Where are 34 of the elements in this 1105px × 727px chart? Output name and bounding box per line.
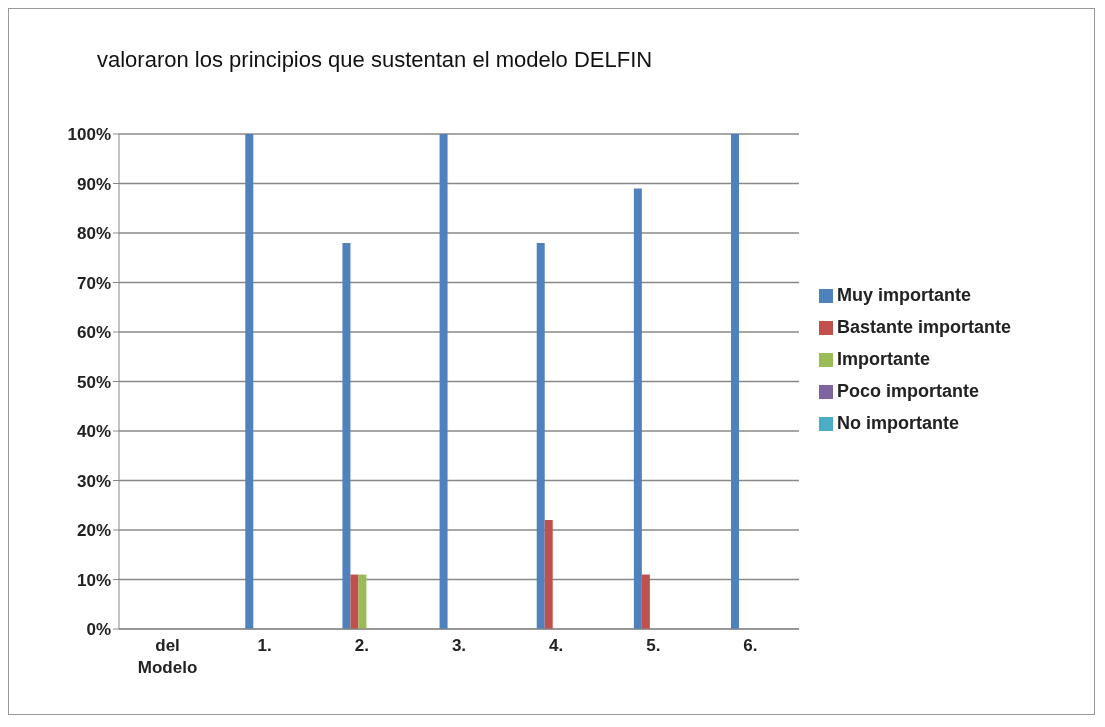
y-tick-label: 10% <box>76 570 111 590</box>
legend-label: Muy importante <box>837 285 972 305</box>
x-tick-label: 5. <box>646 636 661 655</box>
y-tick-label: 20% <box>76 521 111 541</box>
x-tick-label: 1. <box>257 636 272 655</box>
bar <box>358 574 367 629</box>
chart-title: valoraron los principios que sustentan el modelo DELFIN <box>97 47 653 73</box>
y-tick-label: 0% <box>86 620 111 640</box>
y-tick-label: 70% <box>76 273 111 293</box>
bar <box>731 134 739 629</box>
legend-label: No importante <box>837 413 960 433</box>
legend-label: Importante <box>837 349 931 369</box>
bar <box>544 520 553 629</box>
y-tick-label: 80% <box>76 224 111 244</box>
y-tick-label: 60% <box>76 323 111 343</box>
bar <box>641 574 650 629</box>
x-tick-label: 3. <box>451 636 467 655</box>
y-tick-label: 100% <box>67 125 111 145</box>
bar <box>342 242 351 629</box>
y-tick-label: 50% <box>76 372 111 392</box>
legend-label: Poco importante <box>837 381 980 401</box>
x-tick-label: 4. <box>549 636 564 655</box>
x-tick-label: del Modelo <box>137 636 198 677</box>
x-tick-label: 2. <box>354 636 369 655</box>
legend-label: Bastante importante <box>837 317 1012 337</box>
bar <box>633 188 642 629</box>
bar <box>350 574 359 629</box>
bar <box>536 242 545 629</box>
y-tick-label: 40% <box>76 422 111 442</box>
x-tick-label: 6. <box>743 636 758 655</box>
y-tick-label: 90% <box>76 174 111 194</box>
bar <box>245 134 254 629</box>
y-tick-label: 30% <box>76 471 111 491</box>
bar <box>439 134 448 629</box>
